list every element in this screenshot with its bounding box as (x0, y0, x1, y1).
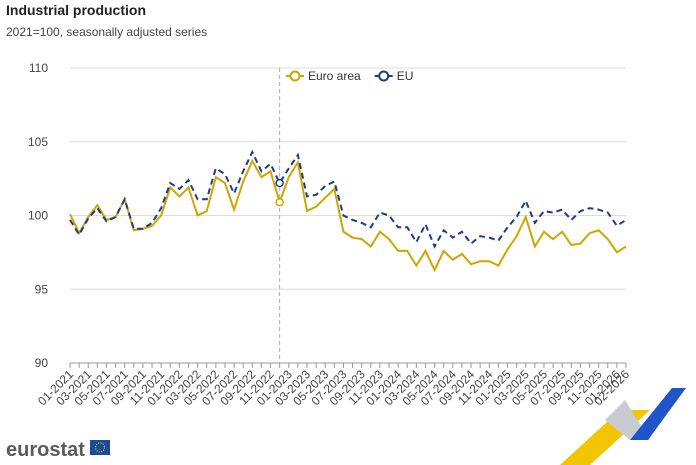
logo-text: eurostat (6, 439, 85, 461)
swoosh-blue (630, 388, 686, 440)
decoration (560, 388, 686, 465)
chart-subtitle: 2021=100, seasonally adjusted series (6, 25, 207, 39)
eu-stars (94, 442, 106, 453)
legend-item[interactable]: EU (374, 69, 414, 83)
y-tick-label: 110 (29, 61, 48, 75)
legend-label: Euro area (308, 69, 361, 83)
series-line (69, 158, 627, 273)
legend-marker (378, 70, 390, 82)
hover-marker (275, 197, 284, 207)
chart-title: Industrial production (6, 2, 146, 18)
y-tick-label: 90 (35, 356, 49, 370)
y-tick-label: 95 (35, 282, 49, 296)
legend-item[interactable]: Euro area (286, 69, 361, 83)
y-tick-label: 100 (28, 209, 48, 223)
y-tick-label: 105 (28, 135, 48, 149)
eu-flag (90, 440, 110, 455)
legend-label: EU (397, 69, 414, 83)
hover-marker (275, 178, 284, 188)
legend-marker (289, 70, 301, 82)
logo: eurostat (6, 439, 110, 461)
